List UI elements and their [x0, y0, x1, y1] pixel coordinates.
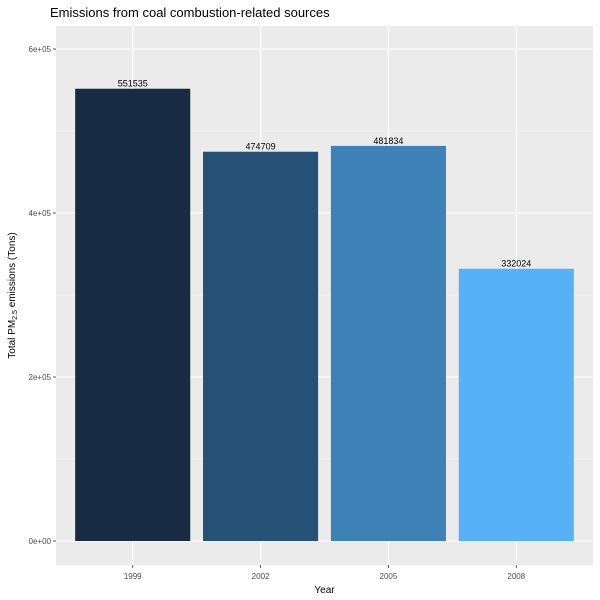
y-tick-label: 4e+05 — [29, 209, 52, 218]
y-axis-title-subscript: 2.5 — [12, 310, 19, 320]
x-axis: 1999 2002 2005 2008 — [124, 565, 526, 581]
bars — [75, 88, 574, 541]
x-tick-label: 2005 — [380, 572, 398, 581]
y-tick-label: 0e+00 — [29, 537, 52, 546]
bar-value-label-2008: 332024 — [501, 259, 531, 269]
x-tick-label: 2002 — [252, 572, 270, 581]
y-axis-title-rest: emissions (Tons) — [7, 232, 18, 310]
bar-2008 — [458, 268, 574, 541]
x-axis-title: Year — [314, 585, 335, 596]
x-tick-label: 2008 — [507, 572, 525, 581]
x-tick-label: 1999 — [124, 572, 142, 581]
bar-2005 — [330, 145, 446, 541]
bar-1999 — [75, 88, 191, 541]
chart-title: Emissions from coal combustion-related s… — [50, 5, 330, 20]
bar-value-label-1999: 551535 — [118, 79, 148, 89]
bar-value-label-2002: 474709 — [246, 142, 276, 152]
bar-value-label-2005: 481834 — [373, 136, 403, 146]
bar-value-labels: 551535 474709 481834 332024 — [118, 79, 532, 269]
y-axis: 0e+00 2e+05 4e+05 6e+05 — [29, 45, 56, 546]
y-tick-label: 2e+05 — [29, 373, 52, 382]
y-axis-title: Total PM2.5 emissions (Tons) — [7, 232, 19, 358]
y-tick-label: 6e+05 — [29, 45, 52, 54]
y-axis-title-main: Total PM — [7, 320, 18, 359]
bar-2002 — [203, 151, 319, 541]
